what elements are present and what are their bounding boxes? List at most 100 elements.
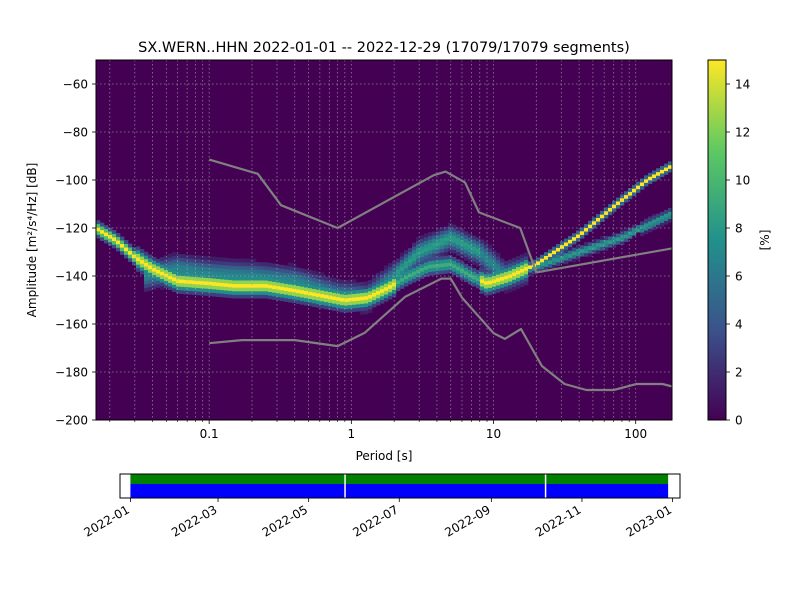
heatmap-cell — [180, 272, 185, 277]
heatmap-cell — [200, 262, 205, 267]
heatmap-cell — [496, 285, 501, 290]
heatmap-cell — [556, 251, 561, 256]
heatmap-cell — [248, 273, 253, 277]
heatmap-cell — [492, 286, 497, 291]
heatmap-cell — [100, 237, 105, 241]
heatmap-cell — [160, 260, 165, 265]
heatmap-cell — [436, 238, 441, 243]
heatmap-cell — [512, 265, 517, 269]
heatmap-cell — [272, 285, 277, 290]
heatmap-cell — [176, 279, 181, 283]
heatmap-cell — [412, 264, 417, 269]
heatmap-cell — [240, 283, 245, 288]
heatmap-cell — [604, 247, 609, 251]
heatmap-cell — [196, 280, 201, 285]
heatmap-cell — [396, 276, 401, 281]
heatmap-cell — [400, 277, 405, 282]
heatmap-cell — [160, 257, 165, 262]
heatmap-cell — [152, 285, 157, 290]
heatmap-cell — [156, 262, 161, 267]
heatmap-cell — [600, 239, 605, 244]
timeline-frame — [119, 473, 681, 499]
heatmap-cell — [376, 272, 381, 277]
heatmap-cell — [400, 284, 405, 289]
heatmap-cell — [292, 281, 297, 286]
heatmap-cell — [572, 251, 577, 256]
heatmap-cell — [476, 244, 481, 249]
heatmap-cell — [632, 224, 637, 229]
heatmap-cell — [588, 253, 593, 258]
heatmap-cell — [132, 261, 137, 266]
heatmap-cell — [456, 270, 461, 274]
heatmap-cell — [252, 273, 257, 277]
heatmap-cell — [172, 266, 177, 271]
heatmap-cell — [476, 262, 481, 267]
heatmap-cell — [144, 284, 149, 289]
heatmap-cell — [504, 260, 509, 265]
heatmap-cell — [324, 280, 329, 285]
heatmap-cell — [212, 274, 217, 279]
heatmap-cell — [620, 237, 625, 242]
timeline-tick-label: 2023-01 — [624, 502, 674, 539]
heatmap-cell — [136, 253, 141, 258]
heatmap-cell — [556, 254, 561, 259]
heatmap-cell — [236, 276, 241, 281]
heatmap-cell — [248, 269, 253, 274]
heatmap-cell — [244, 287, 249, 292]
heatmap-cell — [96, 220, 101, 225]
heatmap-cell — [504, 289, 509, 294]
heatmap-cell — [420, 242, 425, 247]
heatmap-cell — [448, 247, 453, 252]
heatmap-cell — [464, 242, 469, 247]
heatmap-cell — [580, 234, 585, 239]
heatmap-cell — [480, 261, 485, 265]
heatmap-cell — [256, 269, 261, 274]
heatmap-cell — [232, 265, 237, 270]
heatmap-cell — [276, 264, 281, 269]
heatmap-cell — [248, 258, 253, 263]
heatmap-cell — [128, 254, 133, 259]
heatmap-cell — [508, 259, 513, 264]
heatmap-cell — [344, 287, 349, 292]
heatmap-cell — [440, 227, 445, 232]
heatmap-cell — [464, 235, 469, 239]
heatmap-cell — [580, 227, 585, 232]
colorbar: 0 2 4 6 8 10 12 14 [%] — [707, 59, 772, 428]
heatmap-cell — [452, 246, 457, 250]
heatmap-cell — [484, 255, 489, 260]
heatmap-cell — [584, 242, 589, 246]
heatmap-cell — [424, 244, 429, 249]
heatmap-cell — [220, 268, 225, 273]
heatmap-cell — [508, 263, 513, 268]
heatmap-cell — [328, 284, 333, 289]
heatmap-cell — [604, 243, 609, 248]
heatmap-cell — [300, 293, 305, 298]
heatmap-cell — [432, 264, 437, 268]
heatmap-cell — [224, 283, 229, 287]
heatmap-cell — [288, 269, 293, 274]
heatmap-cell — [432, 231, 437, 236]
heatmap-cell — [388, 295, 393, 300]
heatmap-cell — [476, 237, 481, 242]
heatmap-cell — [284, 269, 289, 274]
heatmap-cell — [360, 296, 365, 301]
heatmap-cell — [304, 283, 309, 288]
heatmap-cell — [604, 214, 609, 219]
heatmap-cell — [628, 195, 633, 200]
heatmap-cell — [276, 289, 281, 294]
x-tick-label: 1 — [348, 427, 356, 441]
heatmap-cell — [356, 296, 361, 301]
heatmap-cell — [448, 262, 453, 267]
heatmap-cell — [480, 253, 485, 258]
heatmap-cell — [196, 262, 201, 267]
heatmap-cell — [624, 230, 629, 235]
x-tick-label: 10 — [486, 427, 501, 441]
heatmap-cell — [256, 291, 261, 295]
heatmap-cell — [432, 253, 437, 258]
heatmap-cell — [220, 289, 225, 294]
heatmap-cell — [208, 292, 213, 297]
heatmap-cell — [600, 243, 605, 248]
heatmap-cell — [112, 244, 117, 249]
heatmap-cell — [448, 269, 453, 274]
heatmap-cell — [388, 263, 393, 268]
